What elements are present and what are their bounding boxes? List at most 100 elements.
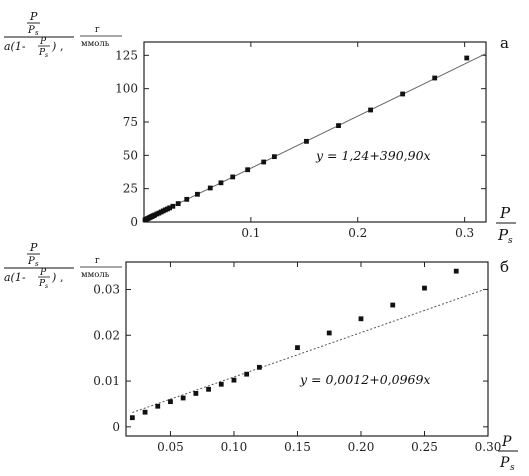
chart-a-point [336, 123, 341, 128]
chart-a-point [175, 201, 181, 206]
chart-a-ylabel-den-frac-top: P [39, 37, 47, 47]
chart-b-x-tick-label: 0.10 [221, 440, 248, 454]
chart-b-y-tick-label: 0.03 [93, 282, 120, 296]
chart-a-point [218, 180, 224, 186]
chart-a-points [142, 55, 470, 223]
chart-b-x-ticks: 0.05 0.10 0.15 0.20 0.25 0.30 [157, 262, 501, 454]
chart-a-point [432, 75, 438, 81]
chart-a-point [195, 191, 200, 197]
chart-a-y-ticks: 0 25 50 75 100 125 [115, 48, 486, 229]
chart-b-ylabel-num-top: P [29, 241, 38, 254]
chart-a-point [170, 203, 176, 209]
chart-a-ylabel-den-a: a(1- [4, 40, 26, 53]
chart-a-fit-line [143, 53, 487, 221]
chart-b-ylabel-unit-bottom: ммоль [81, 270, 110, 280]
chart-b-ylabel-num-sub: s [35, 260, 39, 268]
chart-b-xlabel-top: P [501, 434, 512, 450]
chart-b-ylabel-unit-top: г [95, 256, 100, 266]
chart-a-ylabel-num-bottom: P [27, 25, 35, 36]
chart-a-x-tick-label: 0.1 [241, 226, 260, 240]
chart-a-y-tick-label: 0 [130, 215, 138, 229]
chart-a-frame [143, 41, 487, 223]
chart-a-ylabel-den-frac-sub: s [45, 52, 48, 59]
chart-a-y-tick-label: 25 [123, 182, 138, 196]
chart-b-point [358, 316, 364, 322]
chart-a-point [245, 167, 251, 173]
chart-a-panel-label: а [500, 34, 509, 52]
chart-a-equation: y = 1,24+390,90x [315, 148, 431, 163]
chart-a-ylabel-unit-bottom: ммоль [81, 39, 110, 49]
chart-a-point [230, 174, 236, 180]
chart-b-equation: y = 0,0012+0,0969x [299, 372, 430, 387]
chart-a-xlabel-bottom: P [497, 226, 509, 244]
chart-a-point [167, 205, 173, 211]
chart-a-point [304, 138, 309, 144]
chart-b-x-tick-label: 0.25 [411, 440, 438, 454]
chart-a-ylabel-den-b: ) [51, 40, 56, 53]
chart-b-fit-line [132, 287, 489, 413]
chart-b: 0.05 0.10 0.15 0.20 0.25 0.30 0 0.01 0.02 0.03 y… [4, 241, 518, 473]
chart-a-x-tick-label: 0.2 [348, 226, 367, 240]
chart-b-ylabel-den-frac-sub: s [45, 283, 48, 290]
chart-b-x-tick-label: 0.20 [348, 440, 375, 454]
chart-a-point [184, 196, 190, 202]
chart-a-x-label: P P s [496, 204, 516, 246]
chart-b-xlabel-bottom: P [499, 455, 510, 471]
chart-b-frame [125, 261, 489, 437]
chart-a-ylabel-num-sub: s [35, 29, 39, 37]
chart-b-point [129, 415, 135, 421]
chart-a-y-tick-label: 100 [115, 82, 138, 96]
chart-b-y-tick-label: 0.01 [93, 374, 120, 388]
chart-b-point [206, 386, 211, 392]
chart-b-ylabel-num-bottom: P [27, 256, 35, 267]
chart-b-point [231, 377, 237, 383]
chart-b-point [180, 395, 186, 401]
chart-a-point [271, 154, 277, 160]
chart-b-panel-label: б [500, 258, 509, 276]
chart-a-y-tick-label: 125 [115, 48, 138, 62]
chart-b-point [155, 403, 161, 409]
chart-b-x-tick-label: 0.05 [157, 440, 184, 454]
chart-b-point [218, 381, 224, 387]
svg-text:,: , [60, 40, 64, 53]
chart-b-point [244, 371, 250, 377]
chart-a-point [368, 107, 373, 113]
chart-b-ylabel-den-b: ) [51, 271, 56, 284]
chart-a-y-tick-label: 75 [123, 115, 138, 129]
chart-b-point [168, 399, 173, 405]
chart-b-point [390, 302, 396, 308]
chart-b-x-tick-label: 0.30 [475, 440, 502, 454]
chart-a-point [207, 185, 213, 191]
chart-b-point [193, 391, 199, 396]
chart-b-y-tick-label: 0 [112, 420, 120, 434]
chart-b-y-ticks: 0 0.01 0.02 0.03 [93, 282, 488, 434]
chart-a-xlabel-bottom-sub: s [508, 236, 513, 246]
chart-a-ylabel-unit-top: г [95, 25, 100, 35]
chart-a-y-label: P P s a(1- P P s ) , г ммоль [4, 10, 122, 59]
chart-b-point [453, 268, 459, 274]
chart-b-xlabel-bottom-sub: s [510, 463, 515, 473]
chart-b-points [129, 268, 459, 421]
chart-a-point [261, 159, 267, 165]
chart-a-ylabel-num-top: P [29, 10, 38, 23]
chart-b-point [142, 409, 148, 415]
chart-a: 0.1 0.2 0.3 0 25 50 75 100 125 y = 1,24+390,90x… [4, 10, 516, 246]
chart-b-point [256, 364, 262, 370]
chart-a-ylabel-den-frac-bottom: P [38, 48, 46, 58]
chart-a-y-tick-label: 50 [123, 148, 138, 162]
chart-b-ylabel-den-frac-bottom: P [38, 279, 46, 289]
chart-a-x-ticks: 0.1 0.2 0.3 [241, 42, 474, 240]
chart-b-x-tick-label: 0.15 [284, 440, 311, 454]
svg-text:,: , [60, 271, 64, 284]
chart-b-point [326, 330, 332, 336]
chart-b-y-label: P P s a(1- P P s ) , г ммоль [4, 241, 122, 290]
chart-a-point [400, 91, 406, 97]
chart-b-point [295, 345, 300, 351]
chart-b-x-label: P P s [498, 434, 518, 473]
chart-a-point [464, 55, 470, 61]
chart-b-ylabel-den-frac-top: P [39, 268, 47, 278]
chart-b-ylabel-den-a: a(1- [4, 271, 26, 284]
chart-b-y-tick-label: 0.02 [93, 328, 120, 342]
chart-a-x-tick-label: 0.3 [455, 226, 474, 240]
